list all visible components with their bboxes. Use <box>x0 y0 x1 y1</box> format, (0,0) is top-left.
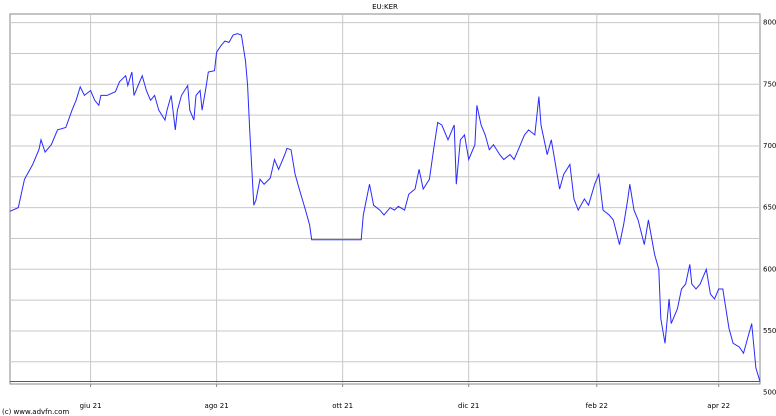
x-tick-label: feb 22 <box>586 402 608 410</box>
x-tick-label: apr 22 <box>707 402 730 410</box>
x-tick-label: ago 21 <box>205 402 229 410</box>
x-tick-label: dic 21 <box>458 402 479 410</box>
y-tick-label: 700 <box>763 142 776 150</box>
y-tick-label: 550 <box>763 327 776 335</box>
x-tick-label: giu 21 <box>80 402 102 410</box>
chart-title: EU:KER <box>372 3 398 11</box>
y-tick-label: 500 <box>763 389 776 397</box>
price-line <box>9 33 761 382</box>
footer: (c) www.advfn.com <box>2 408 69 416</box>
y-tick-label: 600 <box>763 265 776 273</box>
y-tick-label: 800 <box>763 19 776 27</box>
y-tick-label: 650 <box>763 204 776 212</box>
x-tick-label: ott 21 <box>332 402 353 410</box>
y-tick-label: 750 <box>763 80 776 88</box>
plot-frame <box>9 13 761 385</box>
